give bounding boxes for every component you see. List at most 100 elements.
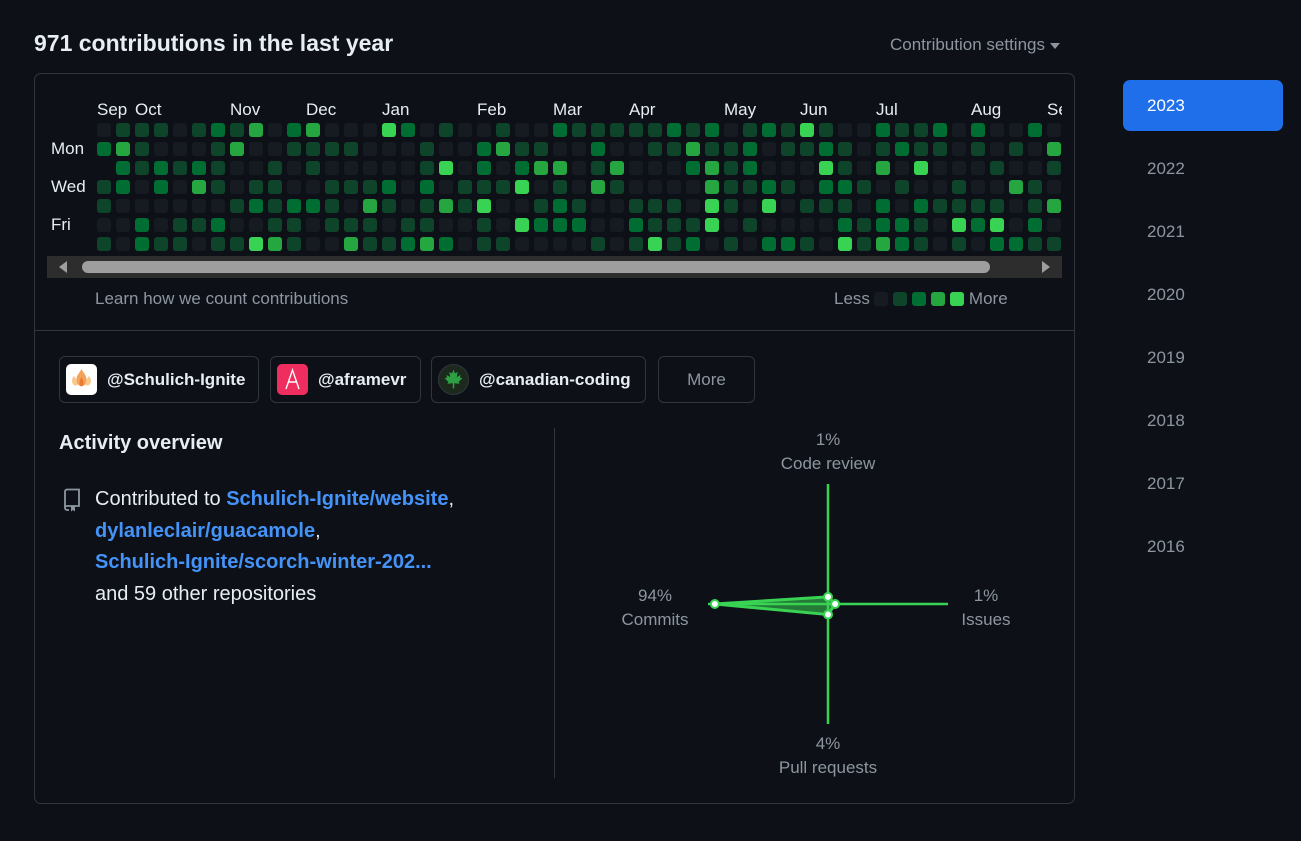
contribution-day[interactable]	[743, 199, 757, 213]
contribution-day[interactable]	[306, 161, 320, 175]
contribution-day[interactable]	[914, 218, 928, 232]
contribution-day[interactable]	[572, 161, 586, 175]
contribution-day[interactable]	[496, 161, 510, 175]
contribution-day[interactable]	[838, 199, 852, 213]
contribution-day[interactable]	[686, 123, 700, 137]
contribution-day[interactable]	[401, 142, 415, 156]
contribution-day[interactable]	[287, 218, 301, 232]
contribution-day[interactable]	[496, 237, 510, 251]
contribution-day[interactable]	[211, 142, 225, 156]
contribution-day[interactable]	[325, 237, 339, 251]
contribution-day[interactable]	[952, 237, 966, 251]
contribution-day[interactable]	[838, 218, 852, 232]
contribution-day[interactable]	[553, 161, 567, 175]
contribution-day[interactable]	[116, 123, 130, 137]
contribution-day[interactable]	[629, 199, 643, 213]
contribution-day[interactable]	[515, 237, 529, 251]
year-link-2019[interactable]: 2019	[1147, 348, 1185, 367]
contribution-day[interactable]	[135, 237, 149, 251]
contribution-day[interactable]	[344, 123, 358, 137]
contribution-day[interactable]	[154, 218, 168, 232]
contribution-day[interactable]	[743, 180, 757, 194]
contribution-day[interactable]	[382, 142, 396, 156]
contribution-day[interactable]	[572, 199, 586, 213]
contribution-day[interactable]	[211, 218, 225, 232]
year-link-2022[interactable]: 2022	[1147, 159, 1185, 178]
contribution-day[interactable]	[819, 218, 833, 232]
contribution-day[interactable]	[933, 123, 947, 137]
contribution-day[interactable]	[344, 237, 358, 251]
contribution-day[interactable]	[667, 199, 681, 213]
contribution-day[interactable]	[895, 180, 909, 194]
contribution-day[interactable]	[914, 123, 928, 137]
contribution-day[interactable]	[800, 237, 814, 251]
contribution-day[interactable]	[591, 123, 605, 137]
contribution-day[interactable]	[515, 180, 529, 194]
contribution-day[interactable]	[971, 218, 985, 232]
contribution-day[interactable]	[610, 218, 624, 232]
contribution-day[interactable]	[781, 142, 795, 156]
contribution-day[interactable]	[420, 161, 434, 175]
contribution-day[interactable]	[135, 180, 149, 194]
contribution-day[interactable]	[173, 199, 187, 213]
contribution-day[interactable]	[192, 199, 206, 213]
contribution-day[interactable]	[382, 218, 396, 232]
contribution-day[interactable]	[363, 123, 377, 137]
contribution-day[interactable]	[268, 123, 282, 137]
contribution-day[interactable]	[876, 142, 890, 156]
contribution-day[interactable]	[857, 218, 871, 232]
contribution-day[interactable]	[173, 180, 187, 194]
contribution-day[interactable]	[743, 237, 757, 251]
year-link-2017[interactable]: 2017	[1147, 474, 1185, 493]
contribution-day[interactable]	[97, 199, 111, 213]
contribution-day[interactable]	[173, 142, 187, 156]
contribution-day[interactable]	[173, 218, 187, 232]
contribution-day[interactable]	[363, 142, 377, 156]
contribution-day[interactable]	[477, 142, 491, 156]
year-link-2018[interactable]: 2018	[1147, 411, 1185, 430]
contribution-day[interactable]	[648, 237, 662, 251]
org-chip-canadian-coding[interactable]: @canadian-coding	[431, 356, 646, 403]
contribution-day[interactable]	[705, 180, 719, 194]
contribution-day[interactable]	[876, 199, 890, 213]
contribution-day[interactable]	[610, 161, 624, 175]
contribution-day[interactable]	[800, 142, 814, 156]
contribution-day[interactable]	[1047, 142, 1061, 156]
contribution-day[interactable]	[952, 123, 966, 137]
contribution-day[interactable]	[800, 123, 814, 137]
contribution-day[interactable]	[971, 161, 985, 175]
contribution-day[interactable]	[420, 218, 434, 232]
contribution-day[interactable]	[971, 199, 985, 213]
contribution-day[interactable]	[610, 180, 624, 194]
contribution-day[interactable]	[553, 123, 567, 137]
contribution-day[interactable]	[1047, 123, 1061, 137]
contribution-day[interactable]	[876, 180, 890, 194]
contribution-day[interactable]	[344, 180, 358, 194]
contribution-day[interactable]	[857, 180, 871, 194]
contribution-day[interactable]	[230, 180, 244, 194]
contribution-day[interactable]	[952, 180, 966, 194]
contribution-day[interactable]	[686, 161, 700, 175]
contribution-day[interactable]	[667, 180, 681, 194]
contribution-day[interactable]	[648, 218, 662, 232]
contribution-day[interactable]	[610, 123, 624, 137]
contribution-settings-dropdown[interactable]: Contribution settings	[890, 35, 1060, 55]
contribution-day[interactable]	[211, 180, 225, 194]
contribution-day[interactable]	[439, 237, 453, 251]
contribution-day[interactable]	[857, 199, 871, 213]
contribution-day[interactable]	[800, 161, 814, 175]
contribution-day[interactable]	[534, 218, 548, 232]
contribution-day[interactable]	[154, 237, 168, 251]
contribution-day[interactable]	[705, 218, 719, 232]
contribution-day[interactable]	[990, 199, 1004, 213]
contribution-day[interactable]	[553, 237, 567, 251]
contribution-day[interactable]	[534, 199, 548, 213]
contribution-day[interactable]	[534, 161, 548, 175]
contribution-day[interactable]	[914, 180, 928, 194]
contribution-day[interactable]	[686, 199, 700, 213]
contribution-day[interactable]	[572, 218, 586, 232]
contribution-day[interactable]	[914, 199, 928, 213]
contribution-day[interactable]	[97, 237, 111, 251]
contribution-day[interactable]	[420, 237, 434, 251]
contribution-day[interactable]	[762, 123, 776, 137]
